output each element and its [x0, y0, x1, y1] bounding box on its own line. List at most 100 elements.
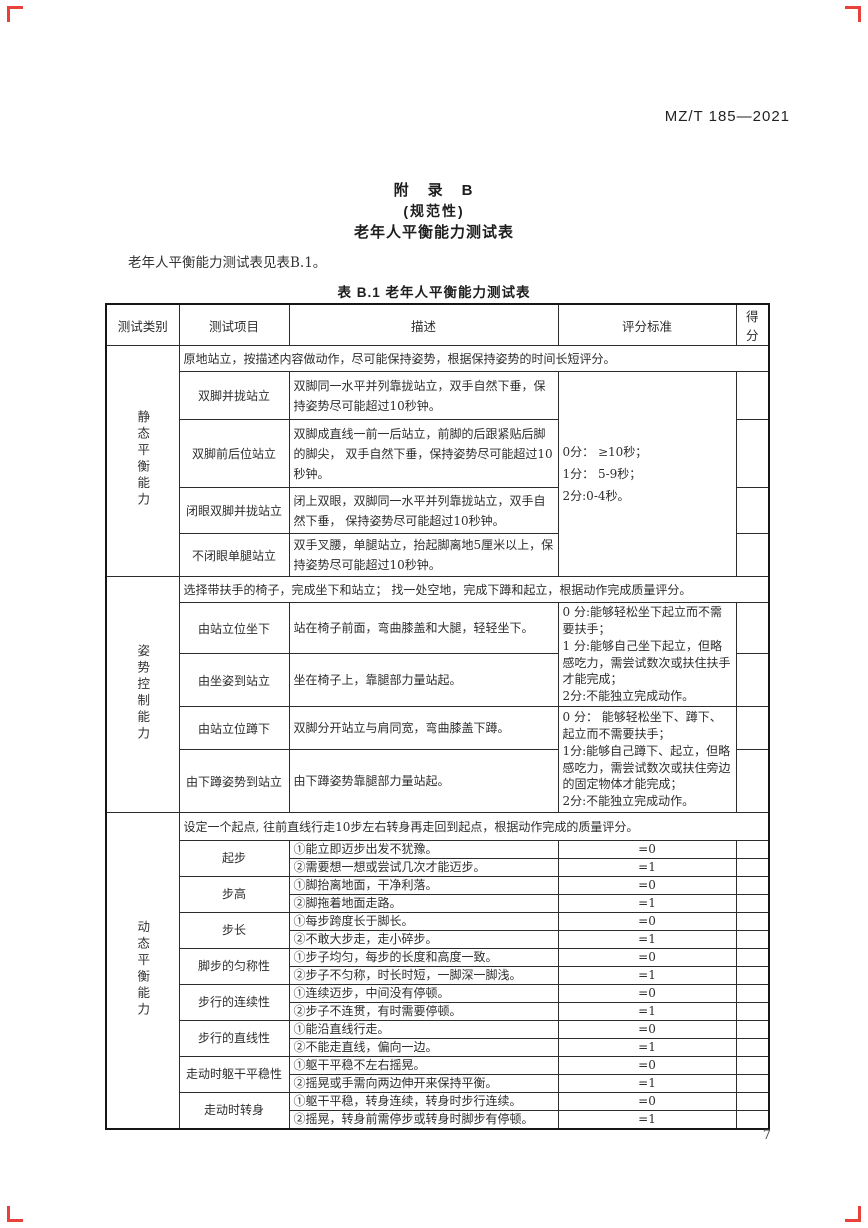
table-row: ②步子不匀称，时长时短，一脚深一脚浅。 =1 [106, 966, 770, 985]
scoring-criteria-static: 0分： ≥10秒； 1分： 5-9秒； 2分:0-4秒。 [557, 371, 737, 577]
table-row: 由站立位坐下 站在椅子前面，弯曲膝盖和大腿，轻轻坐下。 0 分:能够轻松坐下起立… [106, 602, 770, 707]
table-row: 由站立位蹲下 双脚分开站立与肩同宽，弯曲膝盖下蹲。 0 分： 能够轻松坐下、蹲下… [106, 706, 770, 813]
header-category: 测试类别 [105, 303, 180, 346]
score-cell [735, 602, 770, 654]
category-label-dynamic: 动态平衡能力 [135, 919, 151, 1019]
header-scoring: 评分标准 [557, 303, 737, 346]
test-description: ②不能走直线，偏向一边。 [288, 1038, 559, 1057]
dynamic-intro-row: 动态平衡能力 设定一个起点, 往前直线行走10步左右转身再走回到起点，根据动作完… [105, 812, 770, 1130]
appendix-name: 老年人平衡能力测试表 [353, 224, 514, 241]
header-project: 测试项目 [178, 303, 290, 346]
score-value: =0 [557, 948, 737, 967]
table-row: ②脚拖着地面走路。 =1 [106, 894, 770, 913]
test-project: 走动时躯干平稳性 [178, 1056, 290, 1093]
standard-number: MZ/T 185—2021 [664, 108, 790, 125]
test-description: 由下蹲姿势靠腿部力量站起。 [288, 749, 559, 813]
score-cell [735, 876, 770, 895]
score-value: =0 [557, 876, 737, 895]
test-project: 由坐姿到站立 [178, 653, 290, 707]
score-cell [735, 371, 770, 420]
test-project: 步高 [178, 876, 290, 913]
score-cell [735, 487, 770, 534]
score-value: =1 [557, 858, 737, 877]
table-row: ②不能走直线，偏向一边。 =1 [106, 1038, 770, 1057]
category-cell-posture: 姿势控制能力 [105, 576, 180, 813]
test-description: ②不敢大步走，走小碎步。 [288, 930, 559, 949]
appendix-subtitle: (规范性) [403, 203, 465, 219]
test-description: ②摇晃或手需向两边伸开来保持平衡。 [288, 1074, 559, 1093]
test-description: ②摇晃，转身前需停步或转身时脚步有停顿。 [288, 1110, 559, 1130]
score-cell [735, 1110, 770, 1130]
appendix-title: 附 录 B [393, 182, 475, 199]
table-row: 走动时转身 ①躯干平稳，转身连续，转身时步行连续。 =0 [106, 1092, 770, 1130]
test-description: ①步子均匀，每步的长度和高度一致。 [288, 948, 559, 967]
test-description: 双脚分开站立与肩同宽，弯曲膝盖下蹲。 [288, 706, 559, 750]
section-intro-dynamic: 设定一个起点, 往前直线行走10步左右转身再走回到起点，根据动作完成的质量评分。 [178, 812, 770, 841]
test-description: 闭上双眼，双脚同一水平并列靠拢站立，双手自然下垂， 保持姿势尽可能超过10秒钟。 [288, 487, 559, 534]
table-row: 步长 ①每步跨度长于脚长。 =0 [106, 912, 770, 949]
test-description: 双脚成直线一前一后站立，前脚的后跟紧贴后脚的脚尖， 双手自然下垂，保持姿势尽可能… [288, 419, 559, 488]
score-cell [735, 1020, 770, 1039]
score-value: =1 [557, 1002, 737, 1021]
score-value: =1 [557, 1038, 737, 1057]
test-project: 步行的连续性 [178, 984, 290, 1021]
test-description: 站在椅子前面，弯曲膝盖和大腿，轻轻坐下。 [288, 602, 559, 654]
test-description: ①躯干平稳不左右摇晃。 [288, 1056, 559, 1075]
category-label-static: 静态平衡能力 [135, 410, 151, 509]
score-cell [735, 948, 770, 967]
test-project: 不闭眼单腿站立 [178, 533, 290, 577]
test-description: ①脚抬离地面，干净利落。 [288, 876, 559, 895]
scoring-criteria-posture-2: 0 分： 能够轻松坐下、蹲下、起立而不需要扶手； 1分:能够自己蹲下、起立，但略… [557, 706, 737, 813]
score-cell [735, 1074, 770, 1093]
score-cell [735, 912, 770, 931]
test-project: 步行的直线性 [178, 1020, 290, 1057]
score-cell [735, 1092, 770, 1111]
header-score: 得分 [735, 303, 770, 346]
score-cell [735, 858, 770, 877]
crop-mark-top-left [7, 6, 23, 22]
score-value: =1 [557, 1110, 737, 1130]
table-row: 步高 ①脚抬离地面，干净利落。 =0 [106, 876, 770, 913]
score-cell [735, 894, 770, 913]
test-project: 起步 [178, 840, 290, 877]
test-project: 由下蹲姿势到站立 [178, 749, 290, 813]
test-description: 双脚同一水平并列靠拢站立，双手自然下垂，保持姿势尽可能超过10秒钟。 [288, 371, 559, 420]
score-value: =0 [557, 1020, 737, 1039]
test-description: ②需要想一想或尝试几次才能迈步。 [288, 858, 559, 877]
score-value: =0 [557, 1092, 737, 1111]
test-description: ②脚拖着地面走路。 [288, 894, 559, 913]
test-description: ①连续迈步，中间没有停顿。 [288, 984, 559, 1003]
table-row: 双脚并拢站立 双脚同一水平并列靠拢站立，双手自然下垂，保持姿势尽可能超过10秒钟… [106, 371, 770, 577]
test-project: 由站立位蹲下 [178, 706, 290, 750]
test-description: 双手叉腰，单腿站立，抬起脚离地5厘米以上，保持姿势尽可能超过10秒钟。 [288, 533, 559, 577]
category-label-posture: 姿势控制能力 [135, 643, 151, 743]
section-intro-static: 原地站立，按描述内容做动作，尽可能保持姿势，根据保持姿势的时间长短评分。 [178, 345, 770, 372]
intro-paragraph: 老年人平衡能力测试表见表B.1。 [128, 255, 327, 271]
test-description: 坐在椅子上，靠腿部力量站起。 [288, 653, 559, 707]
header-description: 描述 [288, 303, 559, 346]
test-description: ②步子不匀称，时长时短，一脚深一脚浅。 [288, 966, 559, 985]
table-row: 走动时躯干平稳性 ①躯干平稳不左右摇晃。 =0 [106, 1056, 770, 1093]
table-row: 步行的连续性 ①连续迈步，中间没有停顿。 =0 [106, 984, 770, 1021]
score-cell [735, 419, 770, 488]
section-intro-posture: 选择带扶手的椅子，完成坐下和站立； 找一处空地，完成下蹲和起立，根据动作完成质量… [178, 576, 770, 603]
score-cell [735, 1056, 770, 1075]
table-row: 起步 ①能立即迈步出发不犹豫。 =0 [106, 840, 770, 877]
table-row: 脚步的匀称性 ①步子均匀，每步的长度和高度一致。 =0 [106, 948, 770, 985]
score-value: =0 [557, 1056, 737, 1075]
test-description: ①能立即迈步出发不犹豫。 [288, 840, 559, 859]
balance-test-table: 测试类别 测试项目 描述 评分标准 得分 静态平衡能力 原地站立，按描述内容做动… [105, 303, 770, 1130]
scoring-criteria-posture-1: 0 分:能够轻松坐下起立而不需要扶手； 1 分:能够自己坐下起立，但略感吃力，需… [557, 602, 737, 707]
table-row: 闭眼双脚并拢站立 闭上双眼，双脚同一水平并列靠拢站立，双手自然下垂， 保持姿势尽… [106, 487, 770, 534]
score-value: =0 [557, 984, 737, 1003]
score-value: =0 [557, 840, 737, 859]
test-project: 由站立位坐下 [178, 602, 290, 654]
test-project: 双脚前后位站立 [178, 419, 290, 488]
test-project: 脚步的匀称性 [178, 948, 290, 985]
score-value: =1 [557, 894, 737, 913]
crop-mark-bottom-right [845, 1206, 861, 1222]
table-row: ②摇晃，转身前需停步或转身时脚步有停顿。 =1 [106, 1110, 770, 1130]
static-intro-row: 静态平衡能力 原地站立，按描述内容做动作，尽可能保持姿势，根据保持姿势的时间长短… [105, 345, 770, 577]
score-cell [735, 930, 770, 949]
test-description: ①能沿直线行走。 [288, 1020, 559, 1039]
